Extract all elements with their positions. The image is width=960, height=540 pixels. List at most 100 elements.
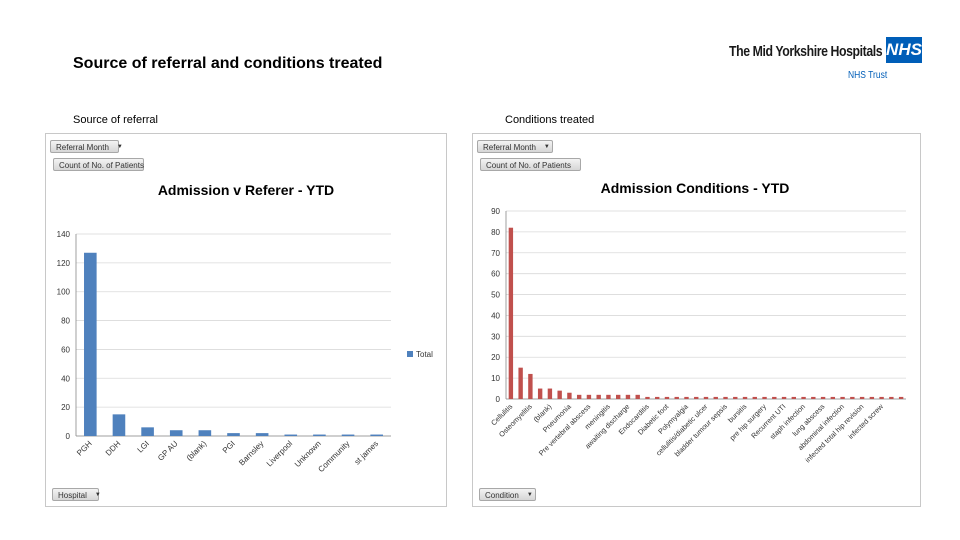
y-tick-label: 30 <box>491 332 500 341</box>
filter-label: Referral Month <box>56 143 109 152</box>
bar <box>84 252 97 436</box>
nhs-trust-label: NHS Trust <box>848 70 888 81</box>
y-tick-label: 40 <box>61 374 70 383</box>
y-tick-label: 20 <box>491 353 500 362</box>
y-tick-label: 140 <box>57 230 71 239</box>
bar <box>616 394 621 399</box>
bar <box>528 373 533 399</box>
chart-title: Admission v Referer - YTD <box>158 182 334 198</box>
bar <box>850 396 855 399</box>
bar <box>606 394 611 399</box>
y-tick-label: 120 <box>57 259 71 268</box>
bar <box>723 396 728 399</box>
axis-field-label: Condition <box>485 491 519 500</box>
bar <box>674 396 679 399</box>
bar <box>791 396 796 399</box>
x-tick-label: PGI <box>221 439 237 455</box>
y-tick-label: 40 <box>491 311 500 320</box>
referral-chart: Admission v Referer - YTD 0 20 40 60 80 100 120… <box>57 182 433 474</box>
x-tick-label: DDH <box>104 439 123 458</box>
value-field-button[interactable]: Count of No. of Patients <box>480 158 581 171</box>
y-tick-label: 60 <box>61 345 70 354</box>
chevron-down-icon: ▼ <box>543 144 550 151</box>
bar <box>801 396 806 399</box>
chevron-down-icon: ▼ <box>94 492 101 499</box>
y-tick-label: 60 <box>491 270 500 279</box>
legend-label: Total <box>416 350 433 359</box>
bar <box>370 434 383 436</box>
bar <box>840 396 845 399</box>
bar <box>742 396 748 399</box>
y-tick-label: 90 <box>491 207 500 216</box>
bar <box>811 396 816 399</box>
bar <box>198 430 212 436</box>
bar <box>684 396 689 399</box>
y-tick-label: 80 <box>491 228 500 237</box>
y-tick-label: 10 <box>491 374 500 383</box>
bar <box>655 396 660 399</box>
x-tick-label: st james <box>353 439 380 466</box>
bar <box>518 367 523 399</box>
bar <box>645 396 650 399</box>
bar <box>567 392 572 399</box>
hospital-field-button[interactable]: Hospital ▼ <box>52 488 101 501</box>
conditions-chart-panel: Referral Month ▼ Count of No. of Patients… <box>472 133 921 507</box>
bar <box>898 396 904 399</box>
bar <box>576 394 582 399</box>
value-field-label: Count of No. of Patients <box>486 161 571 170</box>
x-tick-label: LGI <box>136 439 151 454</box>
x-tick-label: Community <box>316 439 351 474</box>
chevron-down-icon: ▼ <box>116 144 123 151</box>
bar <box>227 433 240 436</box>
x-tick-label: Liverpool <box>265 439 294 468</box>
bar <box>820 396 826 399</box>
bar <box>313 434 326 436</box>
bar <box>508 227 514 399</box>
value-field-button[interactable]: Count of No. of Patients <box>53 158 144 171</box>
bar <box>596 394 601 399</box>
y-tick-label: 80 <box>61 317 70 326</box>
bar <box>112 414 126 436</box>
bar <box>664 396 670 399</box>
axis-field-label: Hospital <box>58 491 87 500</box>
bar <box>830 396 836 399</box>
bar <box>733 396 738 399</box>
referral-month-filter-button[interactable]: Referral Month ▼ <box>477 140 553 153</box>
referral-chart-panel: Referral Month ▼ Count of No. of Patients… <box>45 133 447 507</box>
value-field-label: Count of No. of Patients <box>59 161 144 170</box>
chevron-down-icon: ▼ <box>526 492 533 499</box>
y-tick-label: 0 <box>66 432 71 441</box>
bar <box>547 388 553 399</box>
y-tick-label: 20 <box>61 403 70 412</box>
x-tick-label: GP AU <box>156 439 180 463</box>
conditions-chart: Admission Conditions - YTD 0 10 20 30 40 50 60 7… <box>489 180 906 464</box>
chart-title: Admission Conditions - YTD <box>601 180 790 196</box>
bar <box>255 433 269 436</box>
y-tick-label: 100 <box>57 288 71 297</box>
bar <box>557 390 562 399</box>
y-tick-label: 0 <box>496 395 501 404</box>
logo-text: The Mid Yorkshire Hospitals <box>729 43 883 60</box>
bar <box>772 396 777 399</box>
bar <box>869 396 875 399</box>
bar <box>879 396 884 399</box>
left-section-label: Source of referral <box>73 114 158 126</box>
bar <box>713 396 718 399</box>
bar <box>752 396 757 399</box>
bar <box>859 396 865 399</box>
bar <box>537 388 543 399</box>
trust-logo: The Mid Yorkshire Hospitals NHS NHS Trus… <box>726 36 926 84</box>
bar <box>284 434 298 436</box>
y-tick-label: 70 <box>491 249 500 258</box>
bar <box>703 396 709 399</box>
x-tick-label: PGH <box>75 439 94 458</box>
y-tick-label: 50 <box>491 291 500 300</box>
page-title: Source of referral and conditions treate… <box>73 55 383 72</box>
condition-field-button[interactable]: Condition ▼ <box>479 488 536 501</box>
bar <box>341 434 355 436</box>
bar <box>625 394 631 399</box>
referral-month-filter-button[interactable]: Referral Month ▼ <box>50 140 123 153</box>
right-section-label: Conditions treated <box>505 114 595 126</box>
bar <box>781 396 787 399</box>
bar <box>762 396 767 399</box>
